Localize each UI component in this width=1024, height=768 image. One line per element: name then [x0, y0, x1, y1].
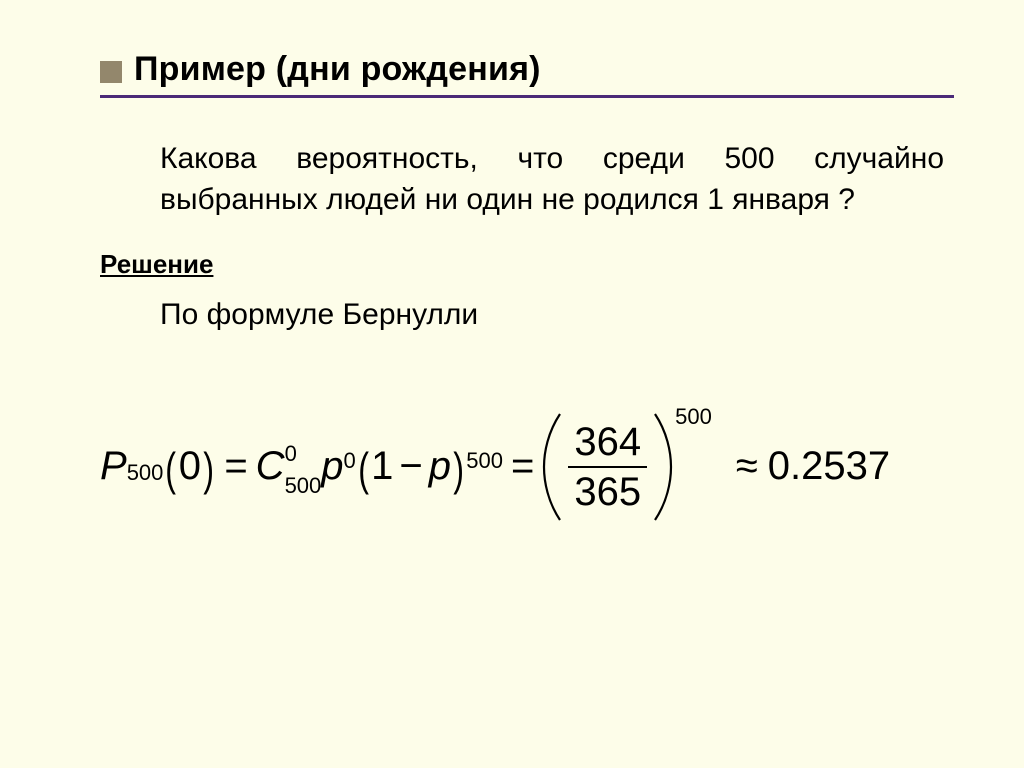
one: 1 [371, 444, 393, 489]
bernoulli-text: По формуле Бернулли [160, 298, 944, 332]
p-exp: 0 [344, 448, 356, 474]
equals-1: = [224, 444, 247, 489]
fraction-num: 364 [568, 420, 647, 464]
symbol-p2: p [429, 444, 451, 489]
equals-2: = [511, 444, 534, 489]
big-lparen [542, 412, 564, 522]
title-bullet [100, 61, 122, 83]
fraction-den: 365 [568, 470, 647, 514]
solution-label: Решение [100, 249, 944, 280]
rparen-1: ) [203, 442, 214, 496]
P-subscript: 500 [127, 460, 164, 486]
P-arg: 0 [179, 444, 201, 489]
slide-body: Какова вероятность, что среди 500 случай… [100, 138, 954, 522]
symbol-C: C [256, 444, 285, 489]
big-exponent: 500 [675, 404, 712, 430]
big-rparen [651, 412, 673, 522]
fraction: 364 365 [568, 420, 647, 514]
question-text: Какова вероятность, что среди 500 случай… [160, 138, 944, 221]
C-sup: 0 [285, 443, 322, 465]
minus: − [399, 444, 422, 489]
formula-container: P500(0) = C0500p0(1−p)500 = 364 365 500 … [100, 412, 944, 522]
lparen-1: ( [166, 442, 177, 496]
rparen-2: ) [453, 442, 464, 496]
fraction-bar [568, 466, 647, 468]
slide: Пример (дни рождения) Какова вероятность… [0, 0, 1024, 768]
formula: P500(0) = C0500p0(1−p)500 = 364 365 500 … [100, 412, 944, 522]
slide-title: Пример (дни рождения) [134, 50, 541, 89]
symbol-p1: p [321, 444, 343, 489]
lparen-2: ( [358, 442, 369, 496]
outer-exp: 500 [466, 448, 503, 474]
symbol-P: P [100, 444, 127, 489]
result-value: 0.2537 [768, 444, 890, 489]
C-supsub: 0500 [285, 447, 322, 491]
approx-sign: ≈ [736, 444, 758, 489]
title-row: Пример (дни рождения) [100, 50, 954, 98]
C-sub: 500 [285, 475, 322, 497]
